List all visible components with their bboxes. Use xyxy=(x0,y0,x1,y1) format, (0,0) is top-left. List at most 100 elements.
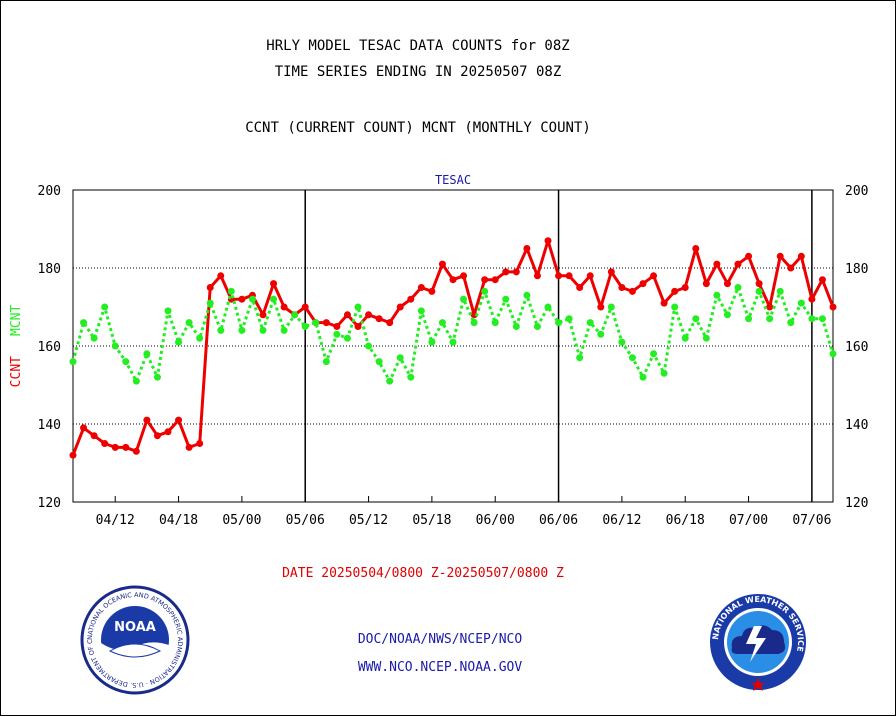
x-tick-label: 04/18 xyxy=(159,513,198,528)
data-point-mcnt xyxy=(555,319,563,327)
data-point-ccnt xyxy=(829,303,837,311)
data-point-mcnt xyxy=(375,358,383,366)
data-point-mcnt xyxy=(512,323,520,330)
data-point-ccnt xyxy=(523,245,531,252)
data-point-ccnt xyxy=(438,260,446,268)
data-point-ccnt xyxy=(301,303,309,311)
data-point-mcnt xyxy=(607,303,615,311)
data-point-mcnt xyxy=(132,377,140,385)
data-point-mcnt xyxy=(101,303,109,311)
data-point-mcnt xyxy=(650,350,658,358)
data-point-mcnt xyxy=(417,307,425,315)
data-point-mcnt xyxy=(238,326,246,334)
data-point-ccnt xyxy=(69,451,77,459)
data-point-ccnt xyxy=(481,276,489,284)
data-point-ccnt xyxy=(555,272,563,280)
data-point-mcnt xyxy=(533,323,541,330)
y-tick-label-right: 160 xyxy=(845,340,868,355)
data-point-mcnt xyxy=(164,307,172,315)
header-legend-description: CCNT (CURRENT COUNT) MCNT (MONTHLY COUNT… xyxy=(245,120,591,136)
data-point-ccnt xyxy=(628,287,636,295)
data-point-ccnt xyxy=(544,237,552,245)
y-tick-label-left: 200 xyxy=(38,184,61,199)
data-point-mcnt xyxy=(818,315,826,323)
data-point-ccnt xyxy=(164,428,172,436)
data-point-mcnt xyxy=(808,315,816,323)
data-point-mcnt xyxy=(660,369,668,377)
data-point-mcnt xyxy=(470,319,478,327)
x-tick-label: 07/06 xyxy=(792,513,831,528)
data-point-ccnt xyxy=(671,287,679,295)
data-point-mcnt xyxy=(217,326,225,334)
data-point-mcnt xyxy=(301,323,309,330)
data-point-mcnt xyxy=(407,373,415,381)
data-point-ccnt xyxy=(734,260,742,268)
data-point-mcnt xyxy=(428,338,436,346)
website-link[interactable]: WWW.NCO.NCEP.NOAA.GOV xyxy=(357,660,523,675)
series-line-ccnt xyxy=(71,239,835,456)
doc-link[interactable]: DOC/NOAA/NWS/NCEP/NCO xyxy=(357,632,523,647)
x-tick-label: 06/18 xyxy=(666,513,705,528)
data-point-mcnt xyxy=(671,303,679,311)
x-tick-label: 06/00 xyxy=(476,513,515,528)
data-point-mcnt xyxy=(322,358,330,366)
data-point-ccnt xyxy=(217,272,225,280)
x-tick-label: 07/00 xyxy=(729,513,768,528)
data-point-ccnt xyxy=(745,252,753,260)
data-point-mcnt xyxy=(333,330,341,338)
y-tick-label-left: 160 xyxy=(38,340,61,355)
x-tick-label: 05/06 xyxy=(286,513,325,528)
data-point-ccnt xyxy=(586,272,594,280)
data-point-mcnt xyxy=(449,338,457,346)
data-point-ccnt xyxy=(206,284,214,291)
data-point-mcnt xyxy=(280,326,288,334)
data-point-ccnt xyxy=(533,272,541,280)
series-line-mcnt xyxy=(71,286,835,383)
data-point-ccnt xyxy=(270,280,278,288)
data-point-ccnt xyxy=(428,287,436,295)
data-point-ccnt xyxy=(407,295,415,303)
data-point-ccnt xyxy=(132,447,140,455)
y-axis-label-mcnt: MCNT xyxy=(9,305,24,336)
data-point-ccnt xyxy=(766,303,774,311)
data-point-ccnt xyxy=(808,295,816,303)
data-point-mcnt xyxy=(597,330,605,338)
data-point-ccnt xyxy=(122,443,130,451)
data-point-mcnt xyxy=(90,334,98,342)
data-point-ccnt xyxy=(797,252,805,260)
data-point-mcnt xyxy=(291,311,299,319)
nws-logo: NATIONAL WEATHER SERVICE xyxy=(710,594,806,691)
data-point-mcnt xyxy=(723,311,731,319)
data-point-ccnt xyxy=(111,443,119,451)
noaa-logo-text: NOAA xyxy=(114,620,156,635)
data-point-mcnt xyxy=(185,319,193,327)
data-point-ccnt xyxy=(386,319,394,327)
data-point-mcnt xyxy=(259,326,267,334)
data-point-mcnt xyxy=(618,338,626,346)
data-point-mcnt xyxy=(122,358,130,366)
header-title: HRLY MODEL TESAC DATA COUNTS for 08Z xyxy=(266,38,570,54)
data-point-mcnt xyxy=(713,291,721,299)
data-point-mcnt xyxy=(143,350,151,358)
data-point-mcnt xyxy=(386,377,394,385)
data-point-mcnt xyxy=(460,295,468,303)
data-point-ccnt xyxy=(196,440,204,447)
data-point-mcnt xyxy=(628,354,636,362)
data-point-ccnt xyxy=(354,323,362,330)
data-point-mcnt xyxy=(745,315,753,323)
x-tick-label: 06/12 xyxy=(602,513,641,528)
data-point-ccnt xyxy=(639,280,647,288)
data-point-ccnt xyxy=(512,268,520,276)
data-point-ccnt xyxy=(713,260,721,268)
data-point-ccnt xyxy=(153,432,161,440)
data-point-ccnt xyxy=(787,264,795,272)
data-point-ccnt xyxy=(343,311,351,319)
data-point-mcnt xyxy=(227,287,235,295)
data-point-mcnt xyxy=(354,303,362,311)
data-point-ccnt xyxy=(650,272,658,280)
data-point-ccnt xyxy=(80,424,88,432)
data-point-ccnt xyxy=(417,284,425,291)
data-point-ccnt xyxy=(607,268,615,276)
y-tick-label-right: 140 xyxy=(845,418,868,433)
